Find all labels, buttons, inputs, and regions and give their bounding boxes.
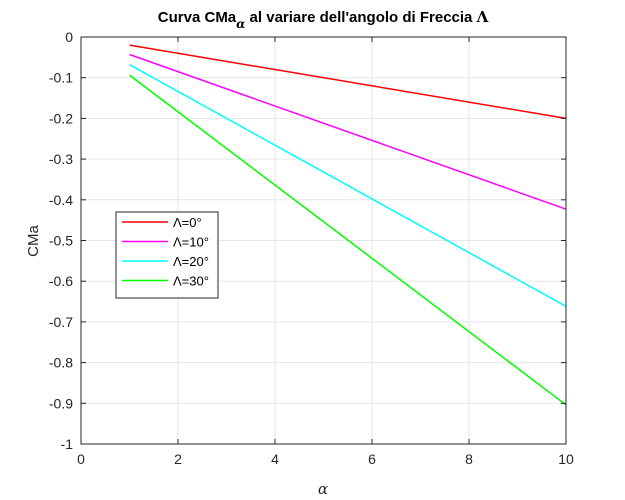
series-line-2 xyxy=(129,64,567,308)
series-line-0 xyxy=(129,44,567,120)
legend-box xyxy=(115,211,219,299)
legend-label-3: Λ=30° xyxy=(173,274,209,289)
y-tick-label: -0.2 xyxy=(49,110,73,126)
axis-ticks: 0 2 4 6 8 10 0 -0.1 -0.2 -0.3 -0.4 -0.5 -0.6 -0.7 -0.8… xyxy=(49,29,574,467)
y-tick-label: -0.5 xyxy=(49,233,73,249)
x-tick-label: 4 xyxy=(271,451,279,467)
y-tick-label: -0.4 xyxy=(49,192,73,208)
y-tick-label: 0 xyxy=(65,29,73,45)
y-axis-label: CMa xyxy=(25,225,42,257)
y-tick-label: -0.6 xyxy=(49,273,73,289)
series-line-3 xyxy=(129,74,567,406)
y-tick-label: -0.3 xyxy=(49,151,73,167)
x-axis-label: α xyxy=(318,480,328,498)
x-tick-label: 6 xyxy=(368,451,376,467)
x-tick-label: 10 xyxy=(558,451,574,467)
series-line-1 xyxy=(129,53,567,210)
legend: Λ=0° Λ=10° Λ=20° Λ=30° xyxy=(115,211,219,299)
legend-label-0: Λ=0° xyxy=(173,215,202,230)
series-layer xyxy=(129,44,567,406)
x-tick-label: 2 xyxy=(174,451,182,467)
y-tick-label: -0.8 xyxy=(49,355,73,371)
y-tick-label: -0.9 xyxy=(49,395,73,411)
legend-label-1: Λ=10° xyxy=(173,235,209,250)
legend-label-2: Λ=20° xyxy=(173,254,209,269)
x-tick-label: 0 xyxy=(77,451,85,467)
y-tick-label: -1 xyxy=(61,436,74,452)
chart-title: Curva CMaα al variare dell'angolo di Fre… xyxy=(158,8,489,31)
y-tick-label: -0.7 xyxy=(49,314,73,330)
y-tick-label: -0.1 xyxy=(49,70,73,86)
x-tick-label: 8 xyxy=(465,451,473,467)
